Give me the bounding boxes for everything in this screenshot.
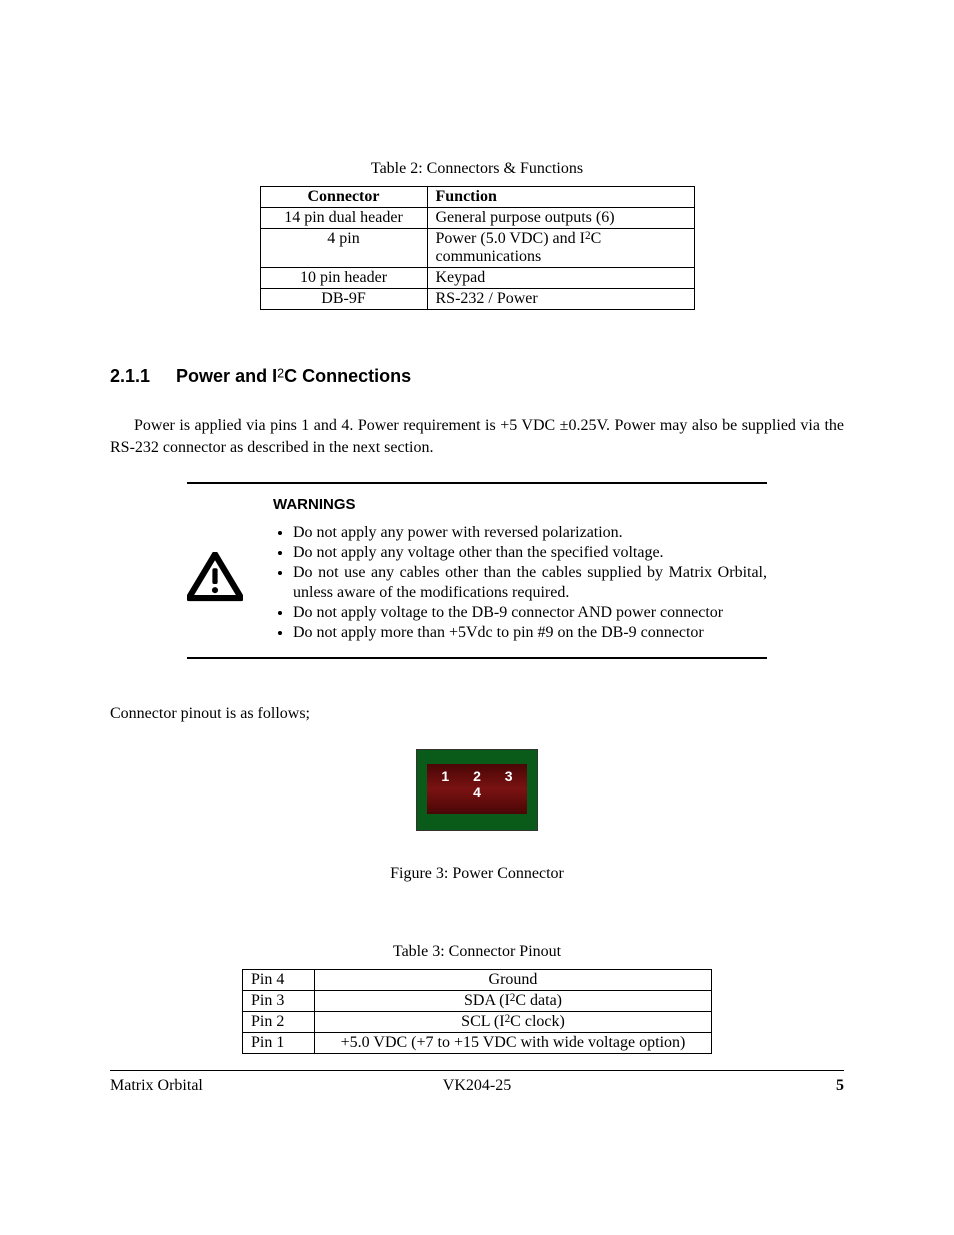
list-item: Do not use any cables other than the cab… [293, 563, 767, 603]
table-row: Pin 3 SDA (I2C data) [243, 990, 712, 1011]
cell: SDA (I2C data) [315, 990, 712, 1011]
warning-icon [187, 552, 247, 607]
paragraph-2: Connector pinout is as follows; [110, 703, 844, 725]
cell: Pin 3 [243, 990, 315, 1011]
cell: Pin 2 [243, 1011, 315, 1032]
figure3-image: 1 2 3 4 [416, 749, 538, 831]
footer-center: VK204-25 [110, 1077, 844, 1095]
table-row: 4 pin Power (5.0 VDC) and I2C communicat… [260, 229, 694, 268]
table-row: 10 pin header Keypad [260, 268, 694, 289]
table2: Connector Function 14 pin dual header Ge… [260, 186, 695, 310]
cell: DB-9F [260, 289, 427, 310]
cell: 4 pin [260, 229, 427, 268]
paragraph-1: Power is applied via pins 1 and 4. Power… [110, 415, 844, 458]
figure3-pin-labels: 1 2 3 4 [417, 768, 537, 800]
cell: General purpose outputs (6) [427, 208, 694, 229]
page: Table 2: Connectors & Functions Connecto… [0, 0, 954, 1235]
list-item: Do not apply voltage to the DB-9 connect… [293, 603, 767, 623]
cell: RS-232 / Power [427, 289, 694, 310]
cell: Pin 4 [243, 969, 315, 990]
table2-head-row: Connector Function [260, 187, 694, 208]
cell: SCL (I2C clock) [315, 1011, 712, 1032]
table3-caption: Table 3: Connector Pinout [110, 943, 844, 961]
table2-head-function: Function [427, 187, 694, 208]
table-row: DB-9F RS-232 / Power [260, 289, 694, 310]
table-row: Pin 1 +5.0 VDC (+7 to +15 VDC with wide … [243, 1032, 712, 1053]
table-row: 14 pin dual header General purpose outpu… [260, 208, 694, 229]
table2-caption: Table 2: Connectors & Functions [110, 160, 844, 178]
cell: Pin 1 [243, 1032, 315, 1053]
list-item: Do not apply any power with reversed pol… [293, 523, 767, 543]
cell: 10 pin header [260, 268, 427, 289]
cell: Keypad [427, 268, 694, 289]
warnings-content: WARNINGS Do not apply any power with rev… [253, 496, 767, 643]
table-row: Pin 2 SCL (I2C clock) [243, 1011, 712, 1032]
section-heading: 2.1.1Power and I2C Connections [110, 366, 844, 387]
cell: Ground [315, 969, 712, 990]
page-footer: Matrix Orbital VK204-25 5 [110, 1070, 844, 1095]
section-number: 2.1.1 [110, 366, 150, 387]
cell: Power (5.0 VDC) and I2C communications [427, 229, 694, 268]
section-title-pre: Power and I [176, 366, 277, 386]
section-title-post: C Connections [284, 366, 411, 386]
warnings-block: WARNINGS Do not apply any power with rev… [187, 482, 767, 659]
figure3-caption: Figure 3: Power Connector [110, 865, 844, 883]
list-item: Do not apply any voltage other than the … [293, 543, 767, 563]
list-item: Do not apply more than +5Vdc to pin #9 o… [293, 623, 767, 643]
table-row: Pin 4 Ground [243, 969, 712, 990]
table2-head-connector: Connector [260, 187, 427, 208]
warnings-list: Do not apply any power with reversed pol… [253, 523, 767, 643]
warnings-title: WARNINGS [273, 496, 767, 513]
cell: +5.0 VDC (+7 to +15 VDC with wide voltag… [315, 1032, 712, 1053]
table3: Pin 4 Ground Pin 3 SDA (I2C data) Pin 2 … [242, 969, 712, 1054]
cell: 14 pin dual header [260, 208, 427, 229]
